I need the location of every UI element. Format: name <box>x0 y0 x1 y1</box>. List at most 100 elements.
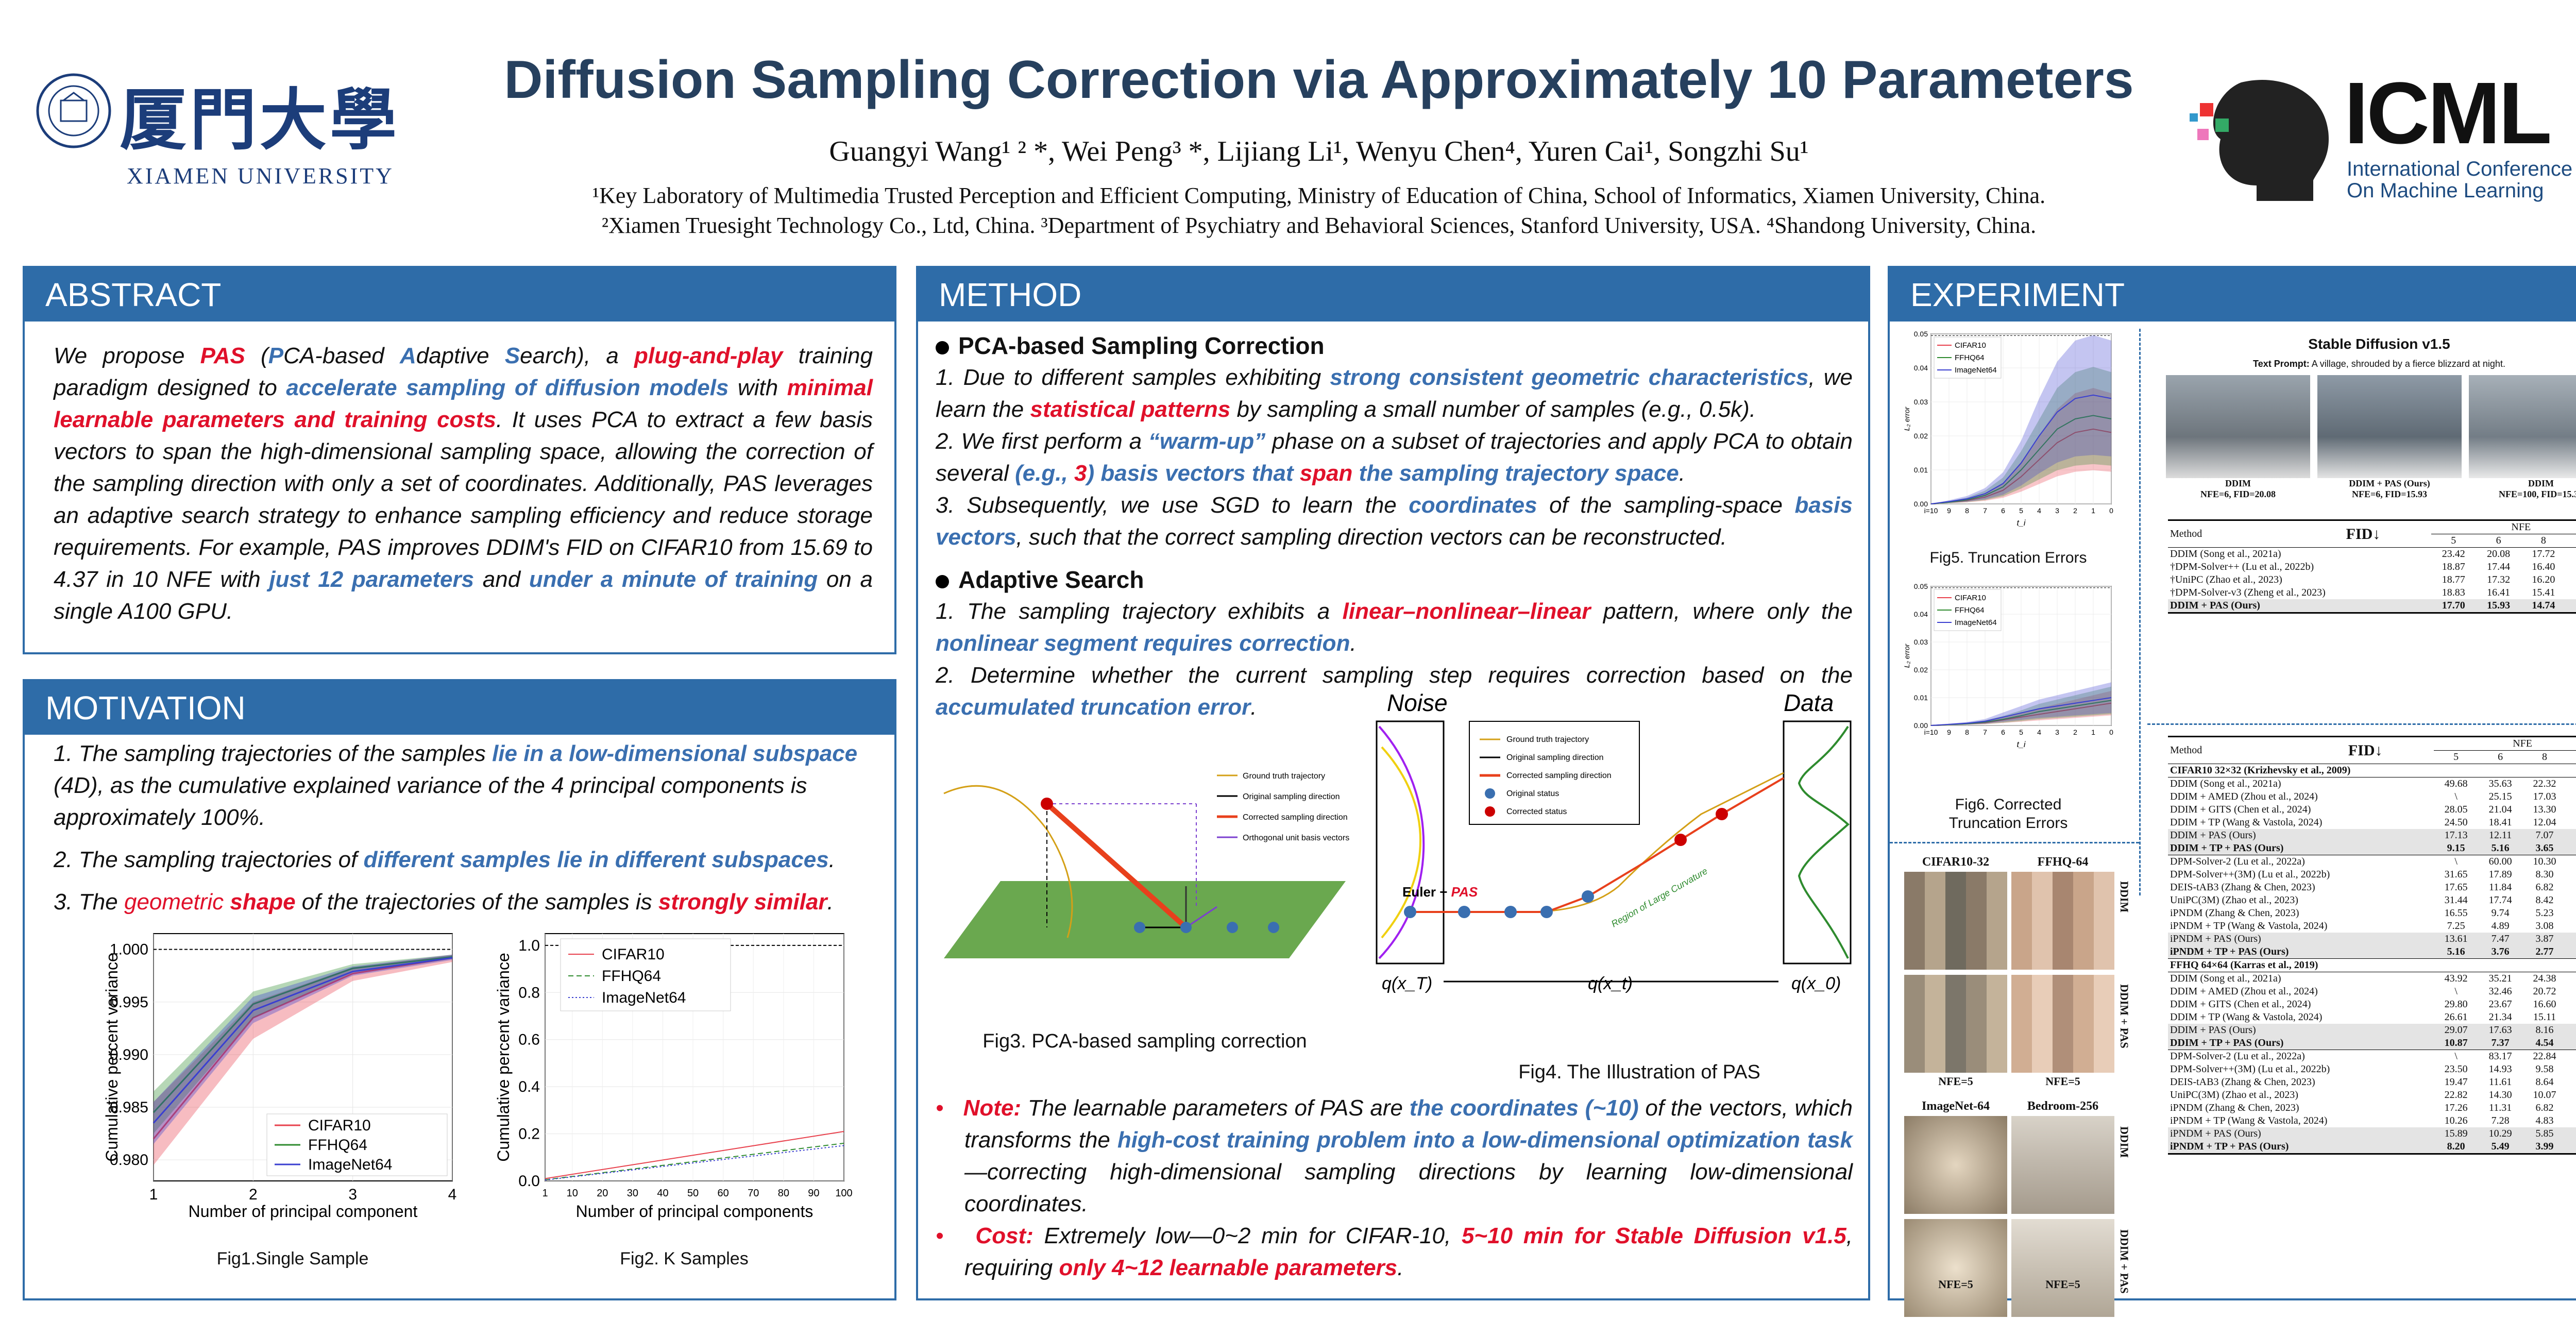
value-cell: 17.44 <box>2487 561 2511 572</box>
fig2-xtick-label: 20 <box>597 1188 608 1199</box>
value-cell: \ <box>2454 791 2458 802</box>
value-cell: 29.07 <box>2444 1024 2468 1036</box>
fig2-xtick-label: 90 <box>808 1188 819 1199</box>
value-cell: 18.83 <box>2442 587 2465 598</box>
basis-vector-u2 <box>1185 906 1217 928</box>
method-cell: DDIM + PAS (Ours) <box>2170 1024 2256 1036</box>
fig4-caption: Fig4. The Illustration of PAS <box>1518 1061 1760 1083</box>
legend-basis: Orthogonal unit basis vectors <box>1243 834 1349 842</box>
table2-row: DPM-Solver++(3M) (Lu et al., 2022b) 23.50… <box>2168 1063 2576 1076</box>
data-density <box>1798 725 1850 959</box>
fig6-band-ImageNet64 <box>1931 682 2111 725</box>
icml-subtitle-1: International Conference <box>2347 158 2573 180</box>
value-cell: 7.37 <box>2491 1037 2510 1049</box>
fig1-caption: Fig1.Single Sample <box>216 1249 369 1269</box>
grid-label-imagenet: ImageNet-64 <box>1922 1100 1990 1113</box>
value-cell: 17.65 <box>2444 882 2468 893</box>
fig3-caption: Fig3. PCA-based sampling correction <box>982 1030 1307 1052</box>
value-cell: 9.74 <box>2491 907 2510 919</box>
table2-row: DEIS-tAB3 (Zhang & Chen, 2023) 17.65 11.84… <box>2168 881 2576 894</box>
table2-row: iPNDM + PAS (Ours) 13.61 7.47 3.87 2.84 <box>2168 933 2576 945</box>
fig5-xtick-label: 6 <box>2001 506 2005 515</box>
abstract-panel: ABSTRACT We propose PAS (PCA-based Adapt… <box>23 266 896 654</box>
table2-row: DDIM + TP (Wang & Vastola, 2024) 26.61 21.… <box>2168 1011 2576 1024</box>
fig2-caption: Fig2. K Samples <box>620 1249 749 1269</box>
fig1-line-FFHQ64 <box>152 956 453 1113</box>
value-cell: 2.77 <box>2535 946 2554 957</box>
value-cell: 11.84 <box>2488 882 2512 893</box>
fig2-ytick-label: 0.0 <box>518 1173 540 1190</box>
value-cell: 13.61 <box>2444 933 2468 944</box>
method-cell: DDIM + TP (Wang & Vastola, 2024) <box>2170 817 2323 828</box>
fig6-ytick-label: 0.04 <box>1914 610 1928 618</box>
state-dot-1 <box>1404 906 1416 918</box>
value-cell: 25.15 <box>2488 791 2512 802</box>
method-cell: DDIM + TP (Wang & Vastola, 2024) <box>2170 1011 2323 1023</box>
value-cell: 83.17 <box>2488 1051 2512 1062</box>
abstract-text: We propose PAS (PCA-based Adaptive Searc… <box>54 343 873 624</box>
value-cell: 10.07 <box>2533 1089 2556 1101</box>
value-cell: \ <box>2454 1051 2458 1062</box>
state-dot-5 <box>1582 890 1594 903</box>
table2-row: DPM-Solver-2 (Lu et al., 2022a) \ 83.17 22.… <box>2168 1050 2576 1063</box>
method-cell: iPNDM + TP + PAS (Ours) <box>2170 946 2289 957</box>
fig6-line-ImageNet64 <box>1930 697 2112 726</box>
ffhq-ddim-samples <box>2011 872 2114 970</box>
method-cell: DDIM (Song et al., 2021a) <box>2170 778 2281 789</box>
affiliation-line-1: ¹Key Laboratory of Multimedia Trusted Pe… <box>592 183 2046 208</box>
table2-row: DDIM + PAS (Ours) 29.07 17.63 8.16 5.61 <box>2168 1024 2576 1037</box>
table2-row: DDIM + PAS (Ours) 17.13 12.11 7.07 4.37 <box>2168 829 2576 842</box>
state-dot-4 <box>1540 906 1553 918</box>
fig1-xlabel: Number of principal component <box>189 1202 418 1221</box>
value-cell: 43.92 <box>2444 973 2468 984</box>
fig2-ytick-label: 0.8 <box>518 984 540 1001</box>
value-cell: 16.60 <box>2533 999 2556 1010</box>
fig2-legend-label: ImageNet64 <box>602 989 686 1006</box>
value-cell: 3.76 <box>2491 946 2510 957</box>
value-cell: 20.08 <box>2487 548 2511 560</box>
value-cell: 16.20 <box>2532 574 2555 585</box>
grid-nfe-3: NFE=5 <box>1938 1278 1973 1291</box>
cifar-ddim-samples <box>1904 872 2007 970</box>
affiliation-line-2: ²Xiamen Truesight Technology Co., Ltd, C… <box>601 213 2037 238</box>
value-cell: 22.32 <box>2533 778 2556 789</box>
fig5-ytick-label: 0.00 <box>1914 500 1928 508</box>
fig5-truncation-error-chart: 0.00 0.01 0.02 0.03 0.04 0.05 i=10 9 8 7 6 5 4 3 2 1 0 CI… <box>1903 330 2113 528</box>
grid-side-pas-2: DDIM + PAS <box>2118 1229 2131 1294</box>
value-cell: 35.21 <box>2488 973 2512 984</box>
fig4-legend-status-orig: Original status <box>1506 789 1559 798</box>
fig6-ytick-label: 0.03 <box>1914 638 1928 646</box>
fig6-ytick-label: 0.01 <box>1914 694 1928 702</box>
fig1-band-ImageNet64 <box>154 954 452 1144</box>
fig1-ytick-label: 0.995 <box>110 994 148 1011</box>
value-cell: 29.80 <box>2444 999 2468 1010</box>
experiment-heading: EXPERIMENT <box>1890 268 2576 322</box>
fig5-xtick-label: 0 <box>2109 506 2113 515</box>
fig2-ytick-label: 0.6 <box>518 1031 540 1049</box>
table2-row: DDIM + AMED (Zhou et al., 2024) \ 25.15 17.… <box>2168 790 2576 803</box>
value-cell: 8.16 <box>2535 1024 2554 1036</box>
value-cell: 5.16 <box>2447 946 2465 957</box>
fig1-xtick-label: 4 <box>448 1186 457 1203</box>
table1-method-header: Method <box>2170 528 2202 539</box>
fig5-xtick-label: i=10 <box>1924 506 1938 515</box>
fig2-xtick-label: 1 <box>542 1188 548 1199</box>
sd-image-pas-6 <box>2317 375 2462 478</box>
motivation-points: 1. The sampling trajectories of the samp… <box>54 738 878 918</box>
table1-row: DDIM + PAS (Ours) 17.70 15.93 14.74 14.23 <box>2168 599 2576 613</box>
fig4-legend <box>1469 721 1640 825</box>
fig2-xtick-label: 50 <box>687 1188 699 1199</box>
grid-side-ddim-1: DDIM <box>2118 881 2131 913</box>
fig2-xtick-label: 10 <box>567 1188 578 1199</box>
fig2-xtick-label: 80 <box>778 1188 789 1199</box>
value-cell: 14.30 <box>2488 1089 2512 1101</box>
value-cell: 3.69 <box>2567 907 2576 920</box>
university-chinese-name: 厦門大學 <box>120 84 400 158</box>
xt-left-point <box>1134 922 1145 933</box>
value-cell: 31.65 <box>2444 869 2468 880</box>
table2-method-header: Method <box>2170 745 2202 756</box>
method-panel: METHOD PCA-based Sampling Correction 1. … <box>916 266 1870 1300</box>
fig2-ytick-label: 0.4 <box>518 1078 540 1095</box>
motivation-panel: MOTIVATION 1. The sampling trajectories … <box>23 679 896 1300</box>
value-cell: 16.41 <box>2487 587 2511 598</box>
